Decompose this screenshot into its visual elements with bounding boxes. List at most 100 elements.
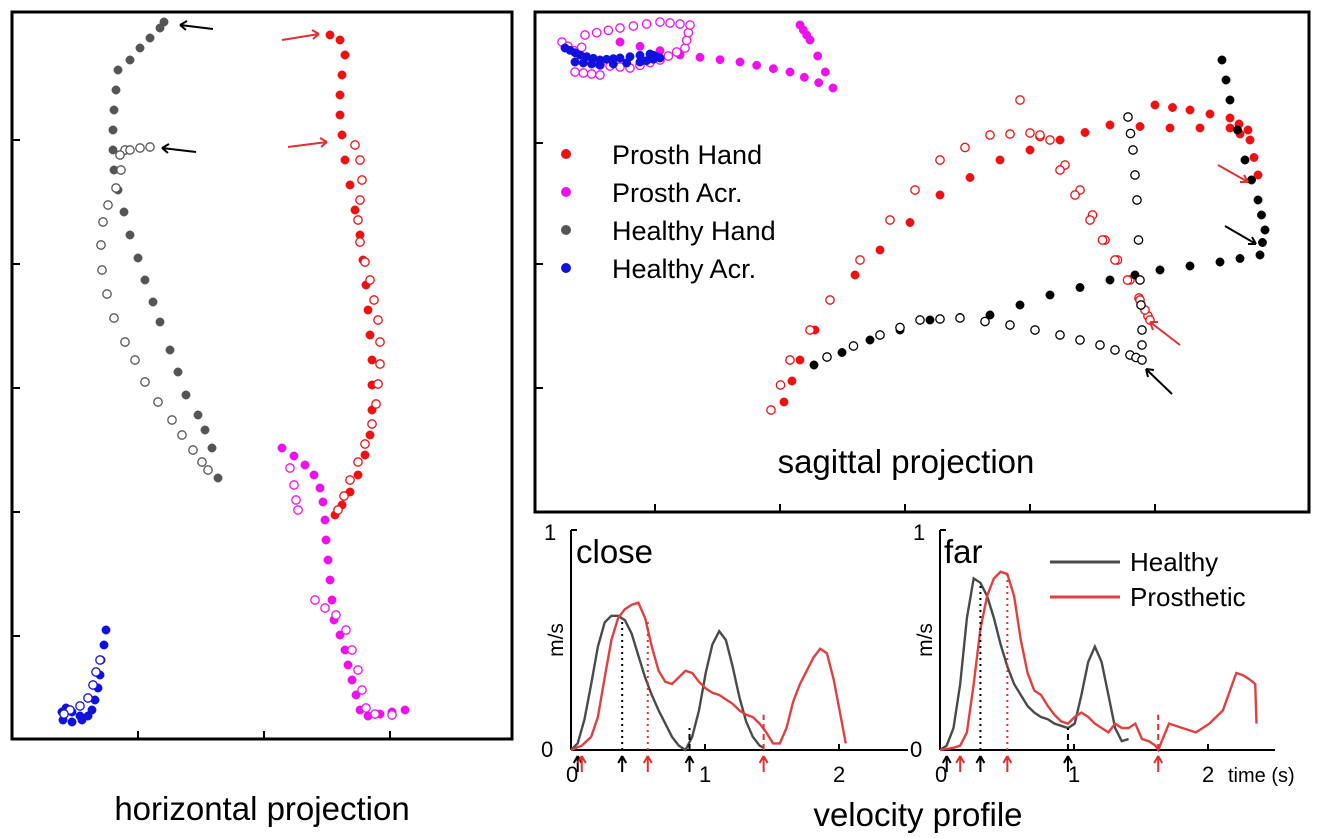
- data-point: [111, 183, 121, 193]
- data-point: [351, 690, 361, 700]
- data-point: [1070, 190, 1080, 200]
- data-point: [318, 497, 328, 507]
- velocity-panels: 1 0 0 1 2 m/s close 1 0 0 1 2 time (s) m…: [541, 520, 1295, 833]
- data-point: [895, 322, 905, 333]
- data-point: [1235, 254, 1245, 263]
- data-point: [695, 52, 705, 62]
- close-x-tick-label-1: 1: [699, 762, 711, 787]
- prosthetic-series-line: [570, 601, 847, 752]
- data-point: [1132, 195, 1142, 205]
- close-lines: [570, 601, 847, 772]
- far-y-tick-label-1: 1: [913, 520, 925, 545]
- data-point: [595, 60, 605, 70]
- red-arrow: [576, 755, 587, 772]
- black-arrow: [941, 755, 952, 772]
- data-point: [1123, 112, 1133, 122]
- data-point: [320, 515, 330, 525]
- data-point: [1095, 340, 1105, 350]
- data-point: [367, 355, 377, 365]
- data-point: [587, 59, 597, 69]
- red-arrow: [1002, 755, 1013, 772]
- data-point: [985, 130, 995, 140]
- data-point: [333, 505, 343, 515]
- velocity-legend: Healthy Prosthetic: [1050, 547, 1246, 612]
- red-arrow: [955, 755, 966, 772]
- data-point: [285, 463, 295, 473]
- data-point: [683, 27, 694, 38]
- data-point: [135, 143, 145, 153]
- data-point: [1135, 122, 1145, 131]
- legend-prosth-acr: Prosth Acr.: [612, 178, 743, 208]
- data-point: [814, 78, 824, 88]
- healthy-series-line: [570, 614, 765, 752]
- data-point: [995, 155, 1005, 165]
- data-point: [360, 257, 370, 267]
- data-point: [343, 660, 353, 670]
- data-point: [675, 19, 685, 29]
- red-arrow: [758, 755, 769, 772]
- data-point: [167, 415, 177, 425]
- data-point: [361, 703, 371, 713]
- legend-marker-prosth-acr: [561, 187, 571, 197]
- data-point: [795, 20, 805, 30]
- data-point: [768, 64, 778, 74]
- data-point: [119, 207, 129, 217]
- data-point: [1225, 123, 1235, 133]
- data-point: [820, 67, 830, 77]
- data-point: [825, 295, 835, 305]
- data-point: [671, 47, 682, 57]
- close-x-tick-label-0: 0: [566, 762, 578, 787]
- data-point: [665, 18, 675, 28]
- data-point: [140, 377, 150, 387]
- legend-marker-healthy-hand: [561, 225, 571, 235]
- data-point: [1130, 170, 1140, 180]
- data-point: [98, 217, 108, 227]
- data-point: [337, 70, 347, 80]
- data-point: [875, 245, 885, 255]
- data-point: [373, 379, 383, 389]
- data-point: [785, 67, 795, 77]
- data-point: [885, 215, 895, 225]
- data-point: [327, 595, 337, 605]
- data-point: [83, 693, 93, 703]
- data-point: [1080, 128, 1090, 137]
- data-point: [935, 314, 945, 324]
- data-point: [365, 430, 375, 440]
- sagittal-frame: [533, 10, 1311, 514]
- data-point: [1253, 195, 1263, 205]
- data-point: [1005, 129, 1015, 139]
- data-point: [910, 185, 920, 195]
- data-point: [347, 645, 357, 655]
- data-point: [1195, 123, 1205, 133]
- data-point: [350, 205, 360, 215]
- data-point: [1025, 145, 1035, 155]
- data-point: [1055, 165, 1065, 175]
- data-point: [91, 667, 101, 677]
- data-point: [177, 430, 187, 440]
- data-point: [120, 337, 130, 347]
- data-point: [603, 25, 614, 36]
- close-ylabel: m/s: [545, 623, 568, 657]
- red-arrow: [287, 137, 328, 148]
- data-point: [103, 200, 113, 210]
- data-point: [905, 218, 915, 227]
- data-point: [97, 265, 107, 275]
- data-point: [809, 360, 819, 370]
- data-point: [1110, 255, 1120, 265]
- data-point: [586, 69, 597, 79]
- velocity-title: velocity profile: [813, 796, 1022, 833]
- data-point: [340, 155, 350, 165]
- data-point: [95, 655, 105, 665]
- data-point: [1128, 145, 1138, 155]
- data-point: [102, 289, 112, 299]
- data-point: [1136, 300, 1146, 310]
- horizontal-frame: [10, 10, 514, 741]
- data-point: [752, 60, 762, 70]
- data-point: [1260, 225, 1270, 235]
- data-point: [310, 595, 320, 605]
- black-arrow: [161, 143, 197, 154]
- data-point: [325, 30, 335, 40]
- data-point: [315, 483, 325, 493]
- data-point: [213, 473, 223, 483]
- data-point: [1110, 345, 1120, 355]
